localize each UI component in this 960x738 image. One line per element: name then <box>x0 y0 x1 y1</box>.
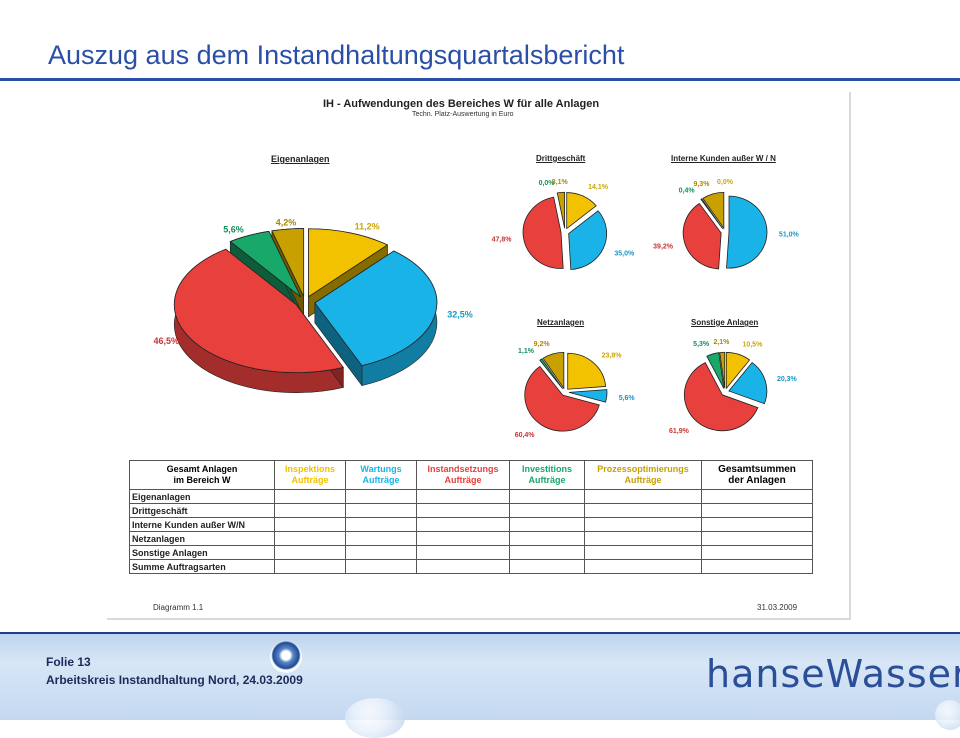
pie-chart: 11,2% 32,5% 46,5% 5,6% 4,2% <box>154 217 473 393</box>
pie-slice-label: 2,1% <box>713 339 730 346</box>
footer-divider <box>0 632 960 634</box>
pie-title-drittgeschaeft: Drittgeschäft <box>536 154 586 163</box>
table-row: Eigenanlagen <box>129 489 813 504</box>
pie-slice <box>568 210 608 270</box>
pie-charts: 11,2% 32,5% 46,5% 5,6% 4,2% 14,1% 35,0% 47,8% 0,… <box>154 179 800 439</box>
table-header-row: Gesamt Anlagen im Bereich W Inspektions Au… <box>129 460 813 490</box>
pie-slice-label: 39,2% <box>653 244 674 251</box>
table-header-cell: Inspektions Aufträge <box>274 460 346 490</box>
pie-slice-label: 20,3% <box>777 376 798 383</box>
pie-slice <box>726 195 768 269</box>
pie-chart: 14,1% 35,0% 47,8% 0,0%3,1% <box>492 179 635 270</box>
row-label: Drittgeschäft <box>129 503 275 518</box>
report-figure: IH - Aufwendungen des Bereiches W für al… <box>107 92 851 620</box>
pie-slice-label: 46,5% <box>154 336 180 346</box>
pie-title-interne-kunden: Interne Kunden außer W / N <box>671 154 776 163</box>
decorative-bubble <box>935 700 960 730</box>
pie-slice <box>682 202 722 270</box>
pie-slice <box>314 250 438 367</box>
pie-slice <box>702 191 725 230</box>
row-label: Summe Auftragsarten <box>129 559 275 574</box>
pie-slice <box>683 362 759 432</box>
hansewasser-logo: hanseWasser <box>706 652 960 696</box>
footer-band <box>0 632 960 720</box>
pie-slice <box>524 365 600 432</box>
row-label: Interne Kunden außer W/N <box>129 517 275 532</box>
pie-slice-label: 3,1% <box>552 179 569 186</box>
pie-slice <box>271 228 305 297</box>
row-label: Netzanlagen <box>129 531 275 546</box>
title-divider <box>0 78 960 81</box>
event-label: Arbeitskreis Instandhaltung Nord, 24.03.… <box>46 673 303 687</box>
pie-slice-label: 1,1% <box>518 348 535 355</box>
pie-chart: 0,0% 51,0% 39,2% 0,4%9,3% <box>653 179 800 270</box>
water-drop-icon <box>270 641 302 673</box>
table-header-cell: Gesamt Anlagen im Bereich W <box>129 460 275 490</box>
pie-slice-label: 61,9% <box>669 428 690 435</box>
diagram-number: Diagramm 1.1 <box>153 603 204 612</box>
pie-slice <box>567 352 607 390</box>
table-header-cell: Investitions Aufträge <box>509 460 585 490</box>
pie-slice <box>229 230 302 298</box>
summary-table: Gesamt Anlagen im Bereich W Inspektions Au… <box>129 460 813 574</box>
pie-slice-label: 0,4% <box>679 188 696 195</box>
decorative-bubble <box>345 698 405 738</box>
table-row: Interne Kunden außer W/N <box>129 517 813 532</box>
pie-title-netzanlagen: Netzanlagen <box>537 318 585 327</box>
row-label: Eigenanlagen <box>129 489 275 504</box>
pie-slice <box>308 228 389 298</box>
table-header-cell: Wartungs Aufträge <box>345 460 417 490</box>
pie-slice-label: 4,2% <box>276 217 297 227</box>
table-header-cell: Instandsetzungs Aufträge <box>416 460 510 490</box>
pie-slice-label: 32,5% <box>447 309 473 319</box>
pie-slice-label: 51,0% <box>779 232 800 239</box>
table-header-cell: Prozessoptimierungs Aufträge <box>584 460 702 490</box>
pie-slice <box>725 352 751 390</box>
pie-slice <box>719 351 726 389</box>
pie-slice <box>522 196 564 269</box>
pie-slice-label: 0,0% <box>717 179 734 186</box>
slide-title: Auszug aus dem Instandhaltungsquartalsbe… <box>48 40 625 70</box>
pie-slice-label: 0,0% <box>539 180 556 187</box>
report-subtitle: Techn. Platz-Auswertung in Euro <box>412 111 514 118</box>
row-label: Sonstige Anlagen <box>129 545 275 560</box>
pie-slice <box>566 192 597 230</box>
table-row: Summe Auftragsarten <box>129 559 813 574</box>
pie-slice-label: 35,0% <box>614 251 635 258</box>
report-date: 31.03.2009 <box>757 603 798 612</box>
pie-slice-label: 5,6% <box>223 224 244 234</box>
pie-chart: 10,5% 20,3% 61,9% 5,3% 2,1% <box>669 339 798 435</box>
table-row: Drittgeschäft <box>129 503 813 518</box>
pie-slice <box>173 248 344 374</box>
report-title: IH - Aufwendungen des Bereiches W für al… <box>323 98 600 110</box>
pie-slice-label: 60,4% <box>515 432 536 439</box>
table-header-cell: Gesamtsummen der Anlagen <box>701 460 813 490</box>
table-row: Netzanlagen <box>129 531 813 546</box>
pie-slice-label: 10,5% <box>742 342 763 349</box>
pie-chart: 23,8% 5,6% 60,4% 1,1%9,2% <box>515 341 636 439</box>
pie-title-sonstige-anlagen: Sonstige Anlagen <box>691 318 759 327</box>
pie-title-eigenanlagen: Eigenanlagen <box>271 154 330 164</box>
pie-slice-label: 5,6% <box>619 395 636 402</box>
pie-slice-label: 9,2% <box>534 341 551 348</box>
pie-slice <box>556 191 566 229</box>
pie-slice-label: 11,2% <box>355 222 380 232</box>
pie-slice <box>700 198 724 230</box>
pie-slice <box>706 352 725 389</box>
pie-slice-label: 47,8% <box>492 236 513 243</box>
pie-slice <box>728 361 768 405</box>
pie-slice <box>542 351 565 390</box>
pie-slice-label: 5,3% <box>693 341 710 348</box>
pie-slice-label: 9,3% <box>693 181 710 188</box>
pie-slice <box>539 358 564 390</box>
pie-slice-label: 14,1% <box>588 184 609 191</box>
slide-number: Folie 13 <box>46 655 91 669</box>
pie-slice-label: 23,8% <box>602 352 623 359</box>
table-row: Sonstige Anlagen <box>129 545 813 560</box>
pie-slice <box>568 389 608 403</box>
